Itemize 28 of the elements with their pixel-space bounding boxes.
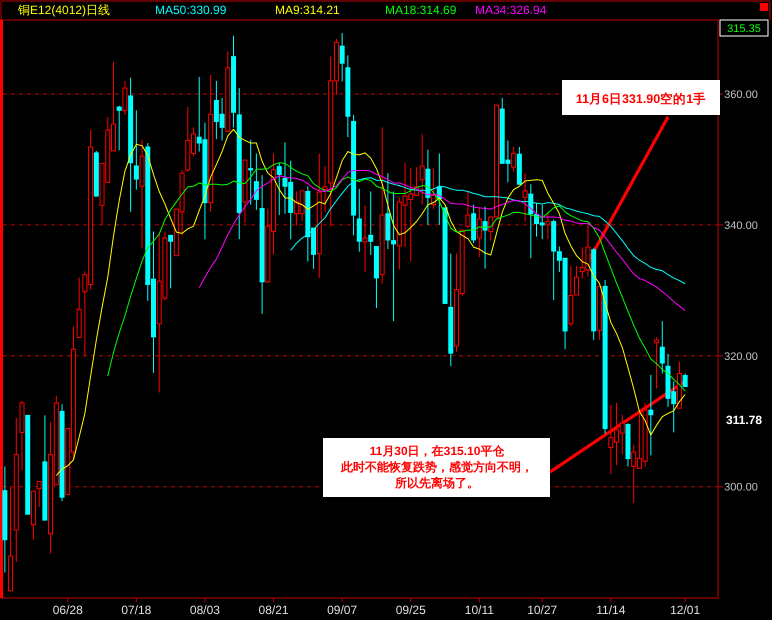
annotation: 11月30日，在315.10平仓 [370,444,506,458]
y-tick-label: 340.00 [724,220,758,232]
x-tick-label: 10/11 [464,603,494,617]
text: 311.78 [726,413,762,427]
annotation: 所以先离场了。 [394,476,479,490]
x-tick-label: 09/07 [327,603,358,617]
text: MA18:314.69 [385,3,457,17]
x-tick-label: 08/03 [190,603,220,617]
y-tick-label: 320.00 [724,350,758,363]
y-tick-label: 300.00 [724,482,758,494]
x-tick-label: 11/14 [596,603,626,617]
text: 315.35 [727,23,761,35]
annotation: 11月6日331.90空的1手 [576,91,706,106]
text: MA50:330.99 [155,3,227,17]
line-series [290,177,686,284]
annotation: 此时不能恢复跌势，感觉方向不明， [340,460,533,474]
line-series [56,128,686,476]
chart-title: 铜E12(4012)日线 [17,3,110,17]
x-tick-label: 06/28 [52,603,84,617]
x-tick-label: 10/27 [527,603,558,617]
x-tick-label: 12/01 [670,603,700,617]
y-tick-label: 360.00 [724,88,758,101]
text: MA9:314.21 [275,3,340,17]
x-tick-label: 09/25 [396,603,426,617]
text: MA34:326.94 [475,3,547,17]
x-tick-label: 07/18 [121,603,152,617]
x-tick-label: 08/21 [258,603,289,617]
line-series [107,162,686,392]
